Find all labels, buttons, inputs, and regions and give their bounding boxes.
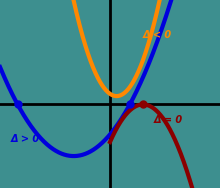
- Text: Δ > 0: Δ > 0: [11, 134, 40, 144]
- Text: Δ < 0: Δ < 0: [143, 30, 172, 40]
- Text: Δ = 0: Δ = 0: [154, 115, 183, 125]
